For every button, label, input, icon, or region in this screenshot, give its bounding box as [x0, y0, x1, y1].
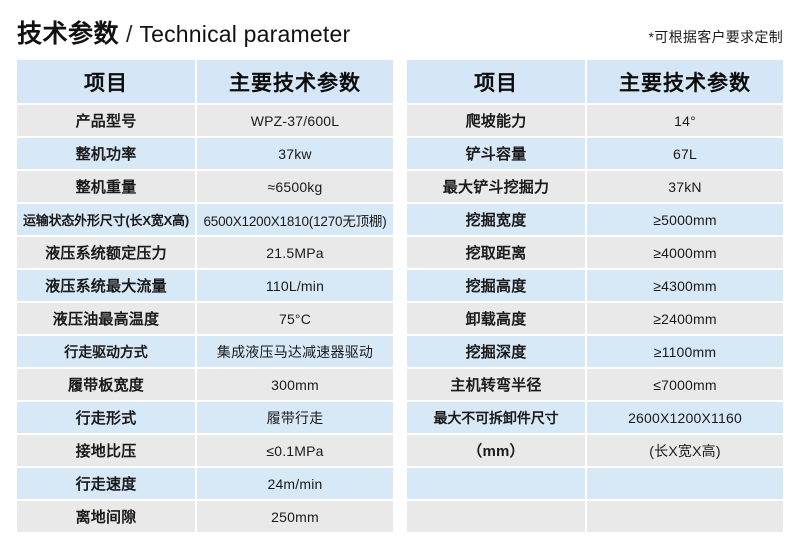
- table-row: 液压油最高温度 75°C: [17, 303, 393, 334]
- right-spec-table: 项目 主要技术参数 爬坡能力 14° 铲斗容量 67L 最大铲斗挖掘力 37kN…: [407, 60, 783, 532]
- spec-tables-container: 项目 主要技术参数 产品型号 WPZ-37/600L 整机功率 37kw 整机重…: [17, 60, 783, 532]
- row-value: 2600X1200X1160: [587, 402, 783, 433]
- column-header-item: 项目: [17, 60, 195, 103]
- table-row: 爬坡能力 14°: [407, 105, 783, 136]
- table-row: 液压系统最大流量 110L/min: [17, 270, 393, 301]
- row-label: 离地间隙: [17, 501, 195, 532]
- row-label: 挖取距离: [407, 237, 585, 268]
- table-row: 主机转弯半径 ≤7000mm: [407, 369, 783, 400]
- row-value: ≤0.1MPa: [197, 435, 393, 466]
- page-header: 技术参数 / Technical parameter *可根据客户要求定制: [17, 14, 783, 48]
- row-label: 整机重量: [17, 171, 195, 202]
- table-header-row: 项目 主要技术参数: [17, 60, 393, 103]
- table-row: 接地比压 ≤0.1MPa: [17, 435, 393, 466]
- row-label: 最大铲斗挖掘力: [407, 171, 585, 202]
- row-value: 6500X1200X1810(1270无顶棚): [197, 204, 393, 235]
- table-row: 整机功率 37kw: [17, 138, 393, 169]
- row-value: 21.5MPa: [197, 237, 393, 268]
- row-label: 整机功率: [17, 138, 195, 169]
- row-value: (长X宽X高): [587, 435, 783, 466]
- table-row: 最大不可拆卸件尺寸 2600X1200X1160: [407, 402, 783, 433]
- row-value: 75°C: [197, 303, 393, 334]
- row-label: 接地比压: [17, 435, 195, 466]
- table-row: 行走速度 24m/min: [17, 468, 393, 499]
- column-header-item: 项目: [407, 60, 585, 103]
- row-label: 主机转弯半径: [407, 369, 585, 400]
- row-label: 挖掘高度: [407, 270, 585, 301]
- row-label: 爬坡能力: [407, 105, 585, 136]
- table-row: 挖取距离 ≥4000mm: [407, 237, 783, 268]
- page-title-cn: 技术参数: [17, 20, 120, 48]
- table-row: 卸载高度 ≥2400mm: [407, 303, 783, 334]
- table-row: 最大铲斗挖掘力 37kN: [407, 171, 783, 202]
- column-header-parameter: 主要技术参数: [197, 60, 393, 103]
- row-value: [587, 501, 783, 532]
- row-value: 集成液压马达减速器驱动: [197, 336, 393, 367]
- table-row: 产品型号 WPZ-37/600L: [17, 105, 393, 136]
- row-value: 24m/min: [197, 468, 393, 499]
- row-label: [407, 468, 585, 499]
- row-label: 液压油最高温度: [17, 303, 195, 334]
- row-value: 300mm: [197, 369, 393, 400]
- row-label: 运输状态外形尺寸(长X宽X高): [17, 204, 195, 235]
- row-value: ≥5000mm: [587, 204, 783, 235]
- page-title-en: Technical parameter: [139, 21, 351, 47]
- page-title-separator: /: [126, 21, 133, 47]
- row-label: （mm）: [407, 435, 585, 466]
- row-label: 产品型号: [17, 105, 195, 136]
- row-value: 37kw: [197, 138, 393, 169]
- row-label: [407, 501, 585, 532]
- row-label: 行走形式: [17, 402, 195, 433]
- row-label: 铲斗容量: [407, 138, 585, 169]
- row-label: 挖掘宽度: [407, 204, 585, 235]
- table-row: 离地间隙 250mm: [17, 501, 393, 532]
- row-value: WPZ-37/600L: [197, 105, 393, 136]
- row-label: 行走速度: [17, 468, 195, 499]
- row-value: ≤7000mm: [587, 369, 783, 400]
- row-value: 履带行走: [197, 402, 393, 433]
- row-label: 最大不可拆卸件尺寸: [407, 402, 585, 433]
- table-row: 整机重量 ≈6500kg: [17, 171, 393, 202]
- row-label: 行走驱动方式: [17, 336, 195, 367]
- row-label: 履带板宽度: [17, 369, 195, 400]
- row-value: 37kN: [587, 171, 783, 202]
- page-title: 技术参数 / Technical parameter: [17, 14, 350, 50]
- row-label: 液压系统最大流量: [17, 270, 195, 301]
- row-label: 液压系统额定压力: [17, 237, 195, 268]
- table-row: 履带板宽度 300mm: [17, 369, 393, 400]
- row-label: 挖掘深度: [407, 336, 585, 367]
- row-value: ≈6500kg: [197, 171, 393, 202]
- table-header-row: 项目 主要技术参数: [407, 60, 783, 103]
- table-row: 挖掘深度 ≥1100mm: [407, 336, 783, 367]
- table-row: 铲斗容量 67L: [407, 138, 783, 169]
- row-value: [587, 468, 783, 499]
- table-row: 运输状态外形尺寸(长X宽X高) 6500X1200X1810(1270无顶棚): [17, 204, 393, 235]
- customization-note: *可根据客户要求定制: [648, 29, 783, 45]
- row-value: 110L/min: [197, 270, 393, 301]
- table-row: [407, 501, 783, 532]
- row-value: 14°: [587, 105, 783, 136]
- row-value: ≥1100mm: [587, 336, 783, 367]
- row-value: ≥4300mm: [587, 270, 783, 301]
- table-row: 挖掘高度 ≥4300mm: [407, 270, 783, 301]
- table-row: 挖掘宽度 ≥5000mm: [407, 204, 783, 235]
- table-row: 行走驱动方式 集成液压马达减速器驱动: [17, 336, 393, 367]
- row-label: 卸载高度: [407, 303, 585, 334]
- left-spec-table: 项目 主要技术参数 产品型号 WPZ-37/600L 整机功率 37kw 整机重…: [17, 60, 393, 532]
- column-header-parameter: 主要技术参数: [587, 60, 783, 103]
- row-value: 250mm: [197, 501, 393, 532]
- table-row: 行走形式 履带行走: [17, 402, 393, 433]
- row-value: ≥2400mm: [587, 303, 783, 334]
- table-row: [407, 468, 783, 499]
- row-value: 67L: [587, 138, 783, 169]
- table-row: 液压系统额定压力 21.5MPa: [17, 237, 393, 268]
- table-row: （mm） (长X宽X高): [407, 435, 783, 466]
- row-value: ≥4000mm: [587, 237, 783, 268]
